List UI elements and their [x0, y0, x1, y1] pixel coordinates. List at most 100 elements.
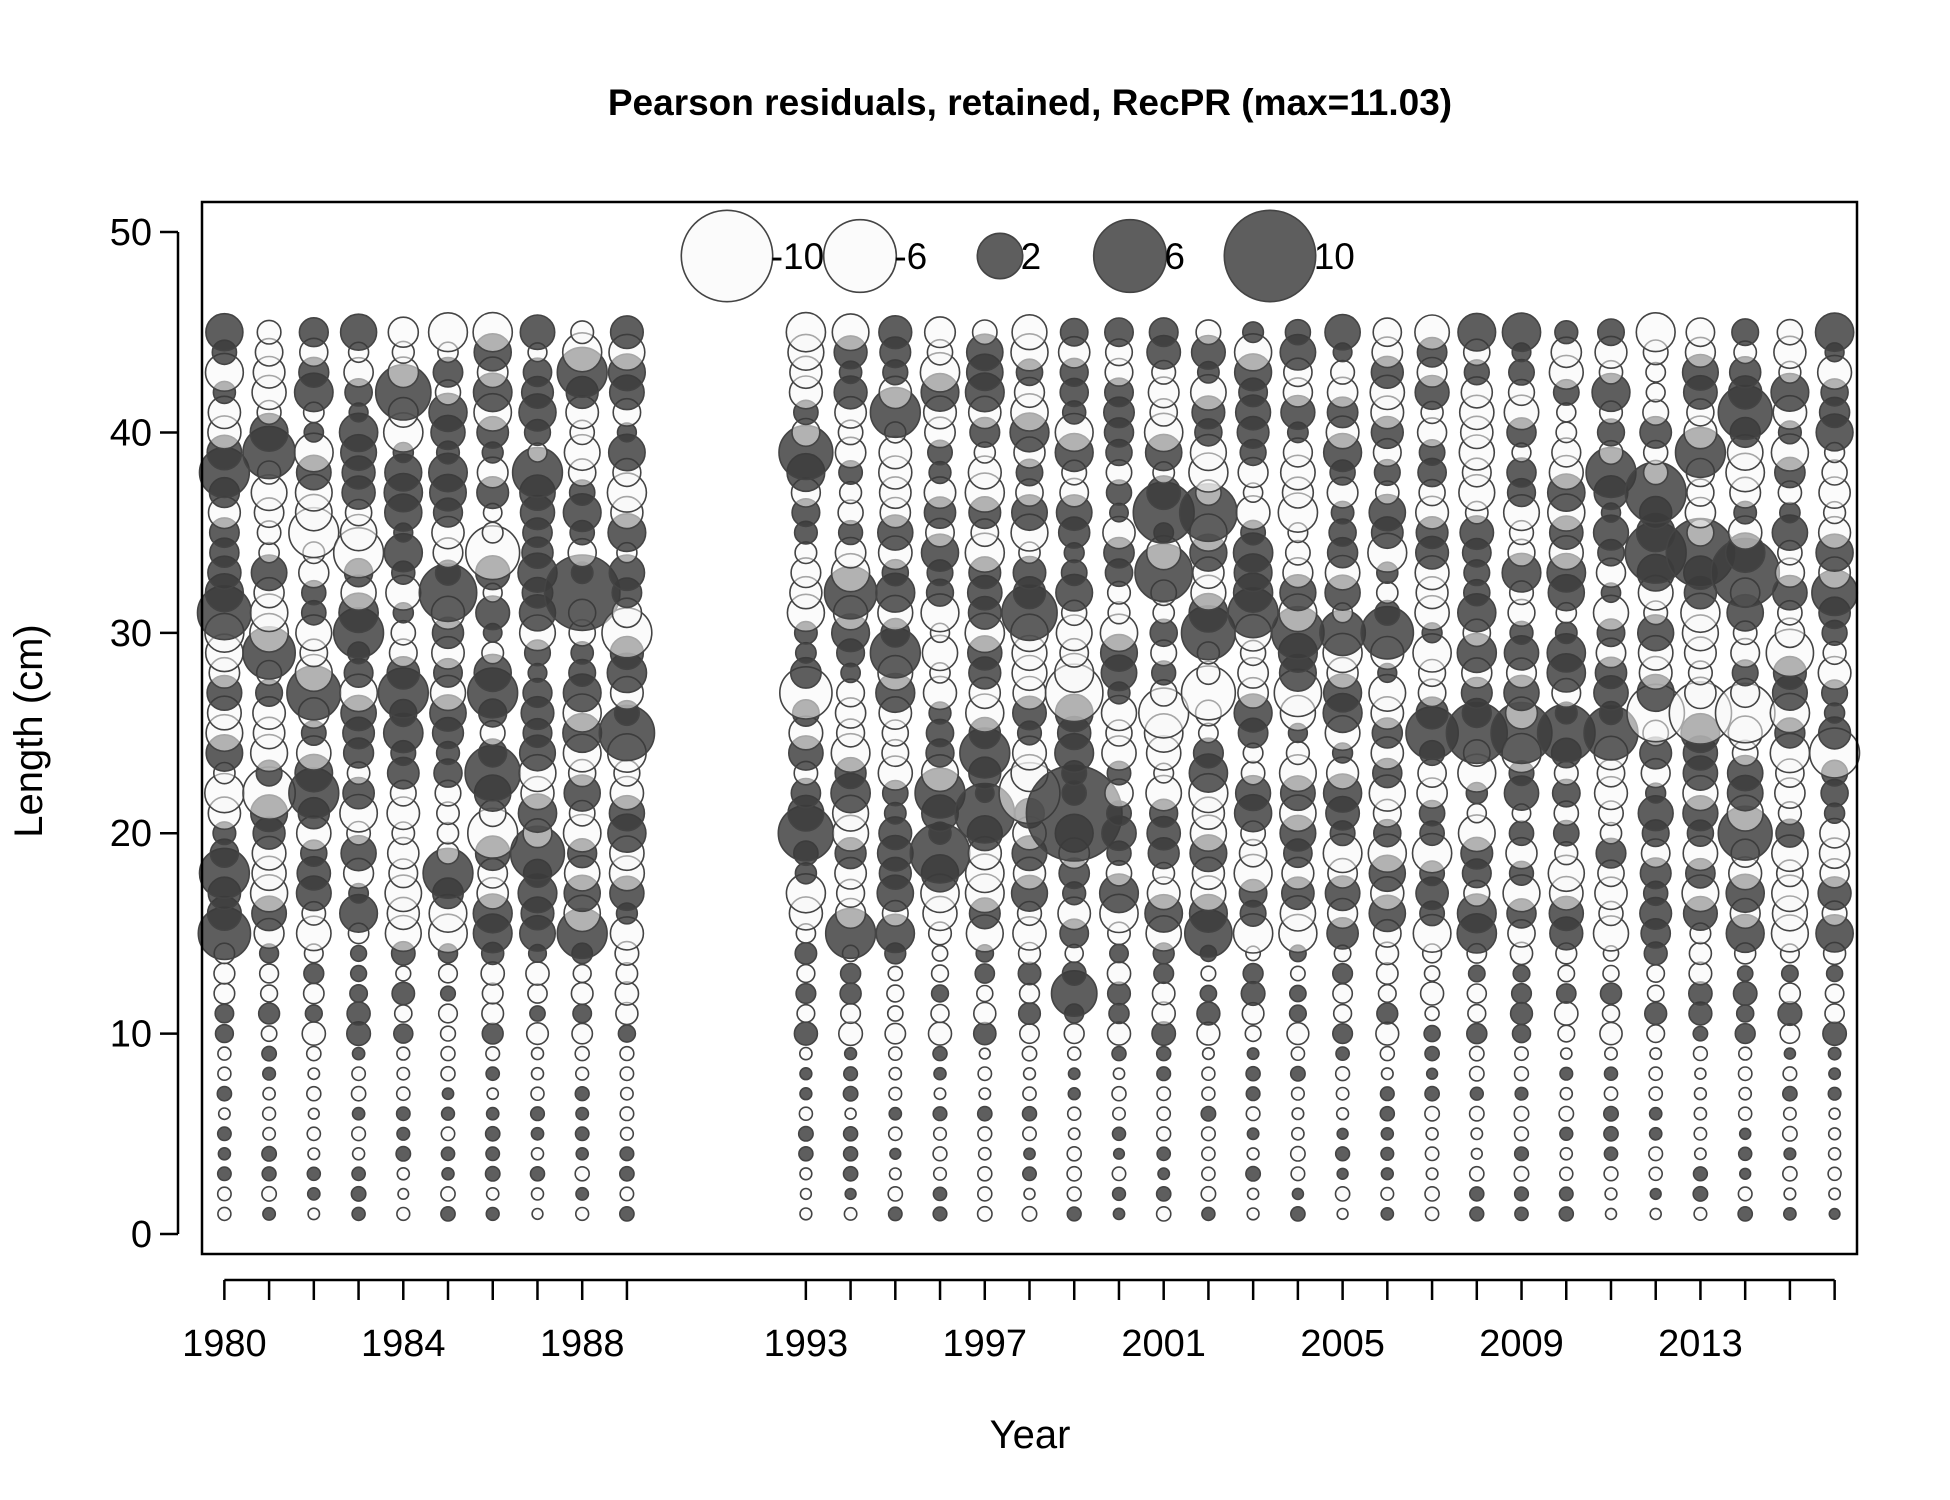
- residual-bubble: [932, 1206, 948, 1222]
- legend-bubble: [1223, 209, 1317, 303]
- residual-bubble: [1648, 1166, 1663, 1182]
- residual-bubble: [971, 319, 998, 346]
- residual-bubble: [799, 1207, 813, 1221]
- residual-bubble: [1111, 1166, 1127, 1182]
- residual-bubble: [1559, 1147, 1574, 1161]
- residual-bubble: [1737, 1046, 1753, 1061]
- residual-bubble: [1642, 398, 1670, 427]
- residual-bubble: [214, 1023, 235, 1044]
- residual-bubble: [530, 1066, 545, 1081]
- residual-bubble: [530, 1126, 545, 1141]
- residual-bubble: [1827, 1166, 1842, 1182]
- residual-bubble: [351, 1147, 366, 1161]
- residual-bubble: [439, 985, 457, 1002]
- residual-bubble: [888, 1167, 902, 1181]
- residual-bubble: [440, 1065, 456, 1082]
- residual-bubble: [485, 1106, 500, 1121]
- residual-bubble: [440, 1106, 456, 1121]
- residual-bubble: [1290, 1166, 1306, 1182]
- residual-bubble: [1380, 1186, 1395, 1201]
- residual-bubble: [261, 1145, 278, 1162]
- residual-bubble: [1648, 1066, 1664, 1082]
- residual-bubble: [1242, 962, 1264, 985]
- residual-bubble: [472, 311, 514, 353]
- residual-bubble: [1066, 1206, 1082, 1222]
- residual-bubble: [1693, 1106, 1708, 1121]
- residual-bubble: [1196, 1001, 1221, 1026]
- residual-bubble: [886, 984, 905, 1003]
- residual-bubble: [1468, 1165, 1485, 1182]
- residual-bubble: [480, 961, 506, 986]
- residual-bubble: [1021, 1126, 1037, 1142]
- residual-bubble: [932, 1126, 948, 1141]
- residual-bubble: [1782, 1085, 1798, 1102]
- residual-bubble: [260, 1025, 278, 1043]
- residual-bubble: [1470, 1127, 1484, 1141]
- residual-bubble: [1466, 983, 1488, 1004]
- residual-bubble: [1380, 1167, 1395, 1181]
- residual-bubble: [842, 1126, 859, 1142]
- residual-bubble: [485, 1045, 501, 1062]
- residual-bubble: [1731, 318, 1760, 347]
- residual-bubble: [1557, 1024, 1576, 1043]
- residual-bubble: [439, 1025, 457, 1042]
- residual-bubble: [1155, 1186, 1172, 1202]
- residual-bubble: [1066, 1106, 1082, 1121]
- residual-bubble: [1380, 1067, 1394, 1081]
- residual-bubble: [1736, 965, 1754, 982]
- residual-bubble: [839, 1002, 862, 1025]
- residual-bubble: [1781, 1125, 1798, 1142]
- residual-bubble: [1018, 1023, 1040, 1045]
- residual-bubble: [298, 317, 329, 348]
- residual-bubble: [1604, 1046, 1619, 1061]
- legend: -10 -6 2 6 10: [680, 209, 1355, 303]
- residual-bubble: [1470, 1147, 1484, 1161]
- residual-bubble: [976, 1166, 993, 1182]
- residual-bubble: [350, 1185, 367, 1202]
- residual-bubble: [1060, 559, 1088, 587]
- residual-bubble: [1155, 1045, 1172, 1062]
- residual-bubble: [301, 1021, 327, 1047]
- residual-bubble: [1554, 621, 1578, 645]
- residual-bubble: [1379, 1086, 1395, 1102]
- residual-bubble: [1688, 941, 1713, 966]
- residual-bubble: [785, 311, 827, 353]
- residual-bubble: [1151, 981, 1176, 1006]
- residual-bubble: [1334, 1146, 1351, 1162]
- residual-bubble: [887, 1046, 903, 1061]
- residual-bubble: [1648, 1126, 1663, 1141]
- residual-bubble: [1514, 1086, 1529, 1101]
- residual-bubble: [261, 1185, 278, 1202]
- residual-bubble: [1245, 1165, 1262, 1182]
- residual-bubble: [1466, 1022, 1488, 1045]
- residual-bubble: [349, 944, 368, 963]
- residual-bubble: [978, 1087, 992, 1101]
- residual-bubble: [1017, 961, 1042, 986]
- residual-bubble: [436, 841, 460, 865]
- residual-bubble: [396, 1066, 411, 1081]
- residual-bubble: [1468, 1065, 1485, 1082]
- residual-bubble: [1780, 964, 1799, 983]
- residual-bubble: [1331, 1022, 1354, 1045]
- residual-bubble: [930, 964, 950, 983]
- residual-bubble: [842, 1165, 859, 1182]
- residual-bubble: [1240, 980, 1266, 1007]
- residual-bubble: [1379, 1105, 1396, 1122]
- residual-bubble: [1737, 1186, 1753, 1202]
- residual-bubble: [1827, 1127, 1842, 1141]
- residual-bubble: [619, 1066, 635, 1082]
- residual-bubble: [978, 1047, 991, 1060]
- residual-bubble: [307, 1067, 321, 1081]
- residual-bubble: [1822, 1021, 1848, 1047]
- residual-bubble: [1241, 321, 1265, 344]
- residual-bubble: [1599, 1021, 1623, 1046]
- residual-bubble: [1066, 1146, 1082, 1162]
- residual-bubble: [440, 1206, 456, 1222]
- residual-bubble: [1335, 1106, 1350, 1121]
- residual-bubble: [1375, 1021, 1400, 1046]
- residual-bubble: [1738, 1127, 1752, 1141]
- residual-bubble: [1424, 1045, 1440, 1062]
- residual-bubble: [1782, 1165, 1798, 1182]
- residual-bubble: [1017, 1001, 1042, 1026]
- residual-bubble: [1414, 314, 1451, 351]
